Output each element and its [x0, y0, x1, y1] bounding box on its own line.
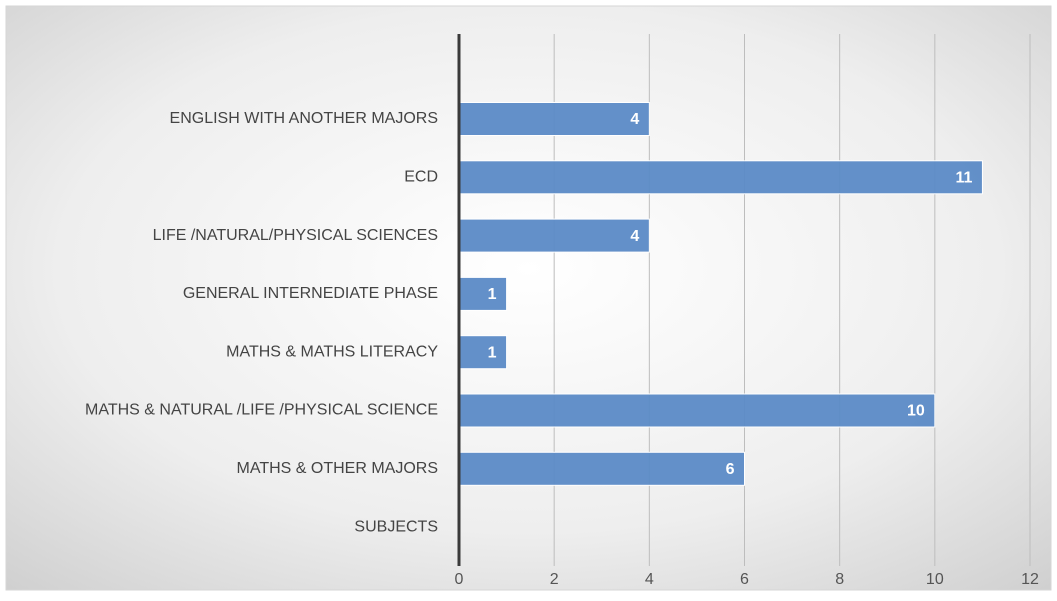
data-label: 4 [630, 111, 639, 128]
category-label: ENGLISH WITH ANOTHER MAJORS [170, 110, 438, 127]
chart-background [5, 5, 1052, 591]
bar [458, 393, 936, 428]
bar [458, 451, 745, 486]
category-label: SUBJECTS [354, 518, 438, 535]
data-label: 1 [488, 344, 497, 361]
category-label: MATHS & OTHER MAJORS [237, 460, 439, 477]
data-label: 1 [488, 286, 497, 303]
data-label: 6 [726, 461, 735, 478]
category-label: MATHS & NATURAL /LIFE /PHYSICAL SCIENCE [85, 402, 438, 419]
category-label: LIFE /NATURAL/PHYSICAL SCIENCES [153, 227, 438, 244]
data-label: 11 [955, 170, 972, 187]
x-tick-label: 0 [455, 571, 464, 588]
bar [458, 335, 508, 370]
x-tick-label: 4 [645, 571, 654, 588]
category-label: MATHS & MATHS LITERACY [226, 343, 438, 360]
x-tick-label: 12 [1021, 571, 1039, 588]
bars [458, 102, 983, 486]
x-tick-label: 2 [550, 571, 559, 588]
data-label: 10 [907, 403, 925, 420]
bar [458, 218, 650, 253]
category-label: ECD [404, 169, 438, 186]
x-tick-label: 10 [926, 571, 944, 588]
bar [458, 160, 983, 195]
category-label: GENERAL INTERNEDIATE PHASE [183, 285, 438, 302]
x-tick-label: 8 [835, 571, 844, 588]
labels: 0 2 4 6 8 10 12 ENGLISH WITH ANOTHER MAJORS 4 ECD… [85, 110, 1039, 588]
data-label: 4 [630, 228, 639, 245]
bar [458, 276, 508, 311]
x-tick-label: 6 [740, 571, 749, 588]
bar [458, 102, 650, 136]
